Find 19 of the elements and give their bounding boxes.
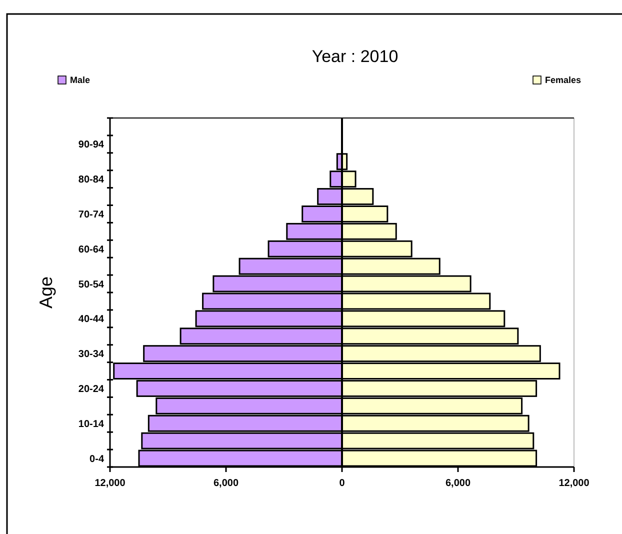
y-tick-label: 80-84	[78, 174, 104, 186]
x-tick-label: 6,000	[213, 478, 239, 489]
x-tick-label: 12,000	[94, 478, 126, 489]
y-tick-label: 20-24	[78, 384, 104, 395]
legend-label: Male	[70, 75, 90, 85]
y-tick-label: 30-34	[78, 349, 104, 360]
x-tick-label: 0	[339, 478, 346, 489]
x-tick-label: 12,000	[558, 478, 590, 489]
y-axis-title: Age	[36, 276, 56, 309]
chart-title: Year : 2010	[312, 47, 398, 66]
y-tick-label: 40-44	[78, 314, 104, 326]
y-tick-label: 60-64	[78, 244, 104, 256]
y-tick-label: 70-74	[78, 209, 104, 220]
y-tick-label: 90-94	[78, 140, 104, 151]
y-tick-label: 0-4	[90, 454, 104, 465]
y-tick-label: 50-54	[78, 279, 104, 290]
y-tick-label: 10-14	[78, 418, 104, 430]
legend-label: Females	[544, 75, 582, 85]
x-tick-label: 6,000	[445, 478, 471, 489]
